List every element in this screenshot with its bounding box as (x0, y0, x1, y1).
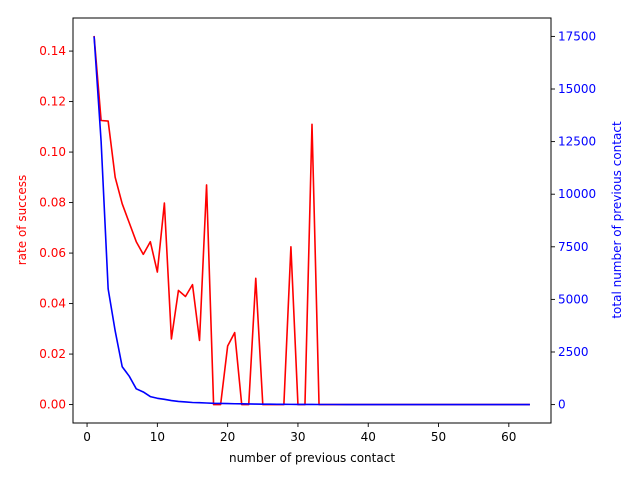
y-left-tick-label: 0.04 (39, 297, 66, 311)
y-left-tick-label: 0.02 (39, 347, 66, 361)
x-tick-label: 10 (150, 430, 165, 444)
y-right-tick-label: 17500 (558, 29, 596, 43)
y-right-tick-label: 2500 (558, 345, 589, 359)
y-right-tick-label: 10000 (558, 187, 596, 201)
y-left-tick-label: 0.06 (39, 246, 66, 260)
previous-contact-count-line (93, 36, 530, 406)
y-left-tick-label: 0.00 (39, 398, 66, 412)
y-right-tick-label: 12500 (558, 135, 596, 149)
x-tick-label: 0 (83, 430, 91, 444)
x-tick-label: 50 (431, 430, 446, 444)
y-right-tick-label: 7500 (558, 240, 589, 254)
y-right-tick-label: 15000 (558, 82, 596, 96)
x-axis: 0 10 20 30 40 50 60 (83, 423, 516, 444)
series-layer (93, 35, 530, 406)
y-axis-left: 0.00 0.02 0.04 0.06 0.08 0.10 0.12 0.14 (39, 44, 73, 412)
y-left-tick-label: 0.08 (39, 196, 66, 210)
y-left-tick-label: 0.14 (39, 44, 66, 58)
y-right-tick-label: 0 (558, 398, 566, 412)
y-axis-right: 0 2500 5000 7500 10000 12500 15000 17500 (551, 29, 596, 412)
y-right-tick-label: 5000 (558, 292, 589, 306)
y-left-tick-label: 0.10 (39, 145, 66, 159)
y-left-tick-label: 0.12 (39, 95, 66, 109)
plot-frame (72, 17, 552, 424)
y-axis-left-label: rate of success (15, 175, 29, 266)
x-tick-label: 20 (220, 430, 235, 444)
x-tick-label: 60 (501, 430, 516, 444)
y-axis-right-label: total number of previous contact (610, 121, 624, 319)
x-axis-label: number of previous contact (229, 451, 395, 465)
x-tick-label: 30 (290, 430, 305, 444)
x-tick-label: 40 (361, 430, 376, 444)
success-rate-line (93, 35, 530, 406)
